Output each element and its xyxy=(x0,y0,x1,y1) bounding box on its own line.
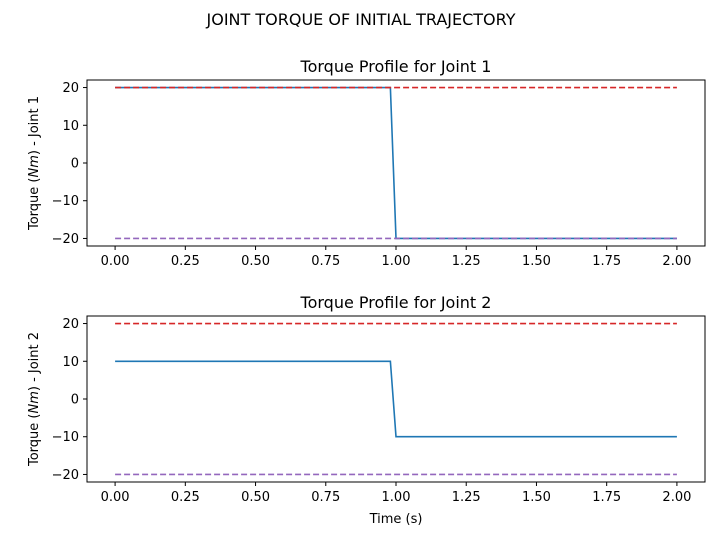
x-tick-label: 0.00 xyxy=(101,254,130,269)
x-tick-label: 0.00 xyxy=(101,490,130,505)
y-tick-label: 10 xyxy=(62,119,79,134)
x-tick-label: 1.25 xyxy=(452,254,481,269)
subplot-joint-2: Torque Profile for Joint 2 Torque (Nm) -… xyxy=(27,293,706,527)
x-tick-label: 1.75 xyxy=(592,254,621,269)
x-tick-label: 0.25 xyxy=(171,254,200,269)
x-tick-label: 1.50 xyxy=(522,490,551,505)
y-tick-label: 0 xyxy=(71,157,79,172)
x-tick-label: 2.00 xyxy=(662,254,691,269)
axes-frame xyxy=(86,315,706,483)
y-tick-label: 20 xyxy=(62,81,79,96)
y-tick-label: −10 xyxy=(52,194,79,209)
subplot-title: Torque Profile for Joint 1 xyxy=(300,57,492,76)
y-tick-label: −20 xyxy=(52,468,79,483)
y-tick-label: 20 xyxy=(62,317,79,332)
x-tick-label: 1.75 xyxy=(592,490,621,505)
y-tick-label: −10 xyxy=(52,430,79,445)
y-tick-label: 0 xyxy=(71,393,79,408)
figure-suptitle: JOINT TORQUE OF INITIAL TRAJECTORY xyxy=(206,10,516,29)
tick-layer: 0.00 0.25 0.50 0.75 1.00 1.25 1.50 1.75 2.00 20 10… xyxy=(52,317,692,505)
subplot-title: Torque Profile for Joint 2 xyxy=(300,293,492,312)
y-tick-label: −20 xyxy=(52,232,79,247)
y-tick-label: 10 xyxy=(62,355,79,370)
x-tick-label: 0.50 xyxy=(241,490,270,505)
series-layer xyxy=(115,322,677,476)
series-line-torque xyxy=(115,360,677,438)
subplot-joint-1: Torque Profile for Joint 1 Torque (Nm) -… xyxy=(27,57,706,269)
series-line-torque xyxy=(115,86,677,240)
x-tick-label: 1.50 xyxy=(522,254,551,269)
series-layer xyxy=(115,86,677,240)
axes-frame xyxy=(86,79,706,247)
x-tick-label: 2.00 xyxy=(662,490,691,505)
y-axis-label: Torque (Nm) - Joint 1 xyxy=(27,96,42,231)
x-tick-label: 0.75 xyxy=(311,490,340,505)
x-tick-label: 1.00 xyxy=(382,254,411,269)
y-axis-label: Torque (Nm) - Joint 2 xyxy=(27,332,42,467)
x-tick-label: 0.50 xyxy=(241,254,270,269)
x-tick-label: 1.00 xyxy=(382,490,411,505)
x-tick-label: 1.25 xyxy=(452,490,481,505)
x-tick-label: 0.25 xyxy=(171,490,200,505)
x-axis-label: Time (s) xyxy=(369,512,423,527)
x-tick-label: 0.75 xyxy=(311,254,340,269)
tick-layer: 0.00 0.25 0.50 0.75 1.00 1.25 1.50 1.75 2.00 20 10… xyxy=(52,81,692,269)
